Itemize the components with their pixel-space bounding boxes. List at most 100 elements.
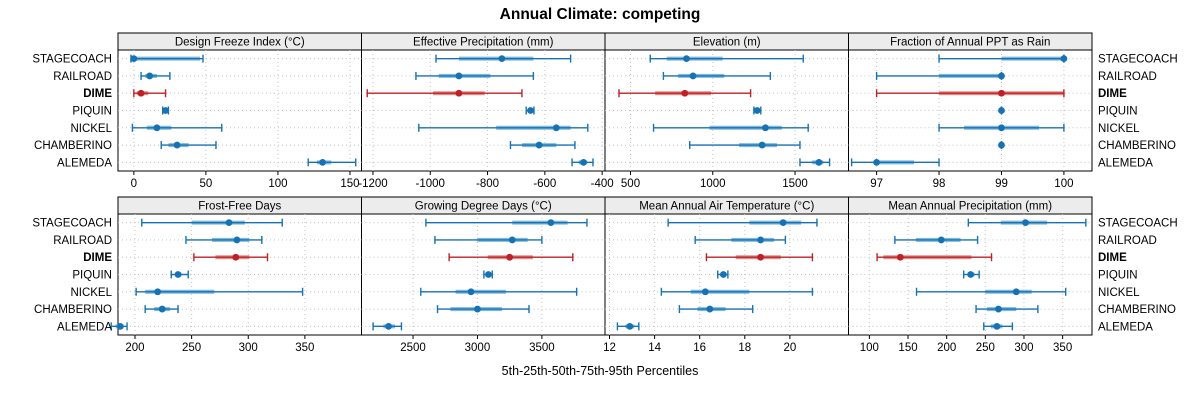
series-chamberino xyxy=(509,141,576,150)
series-nickel xyxy=(915,287,1067,296)
series-dime xyxy=(133,89,167,98)
row-label-right-dime: DIME xyxy=(1098,88,1127,100)
median-dot xyxy=(527,107,534,114)
x-axis: 97 98 99 100 xyxy=(870,171,1073,190)
row-label-left-alemeda: ALEMEDA xyxy=(57,321,112,333)
median-dot xyxy=(967,271,975,278)
axis-tick-label: 3500 xyxy=(529,342,555,354)
axis-tick-label: 50 xyxy=(199,178,212,190)
axis-tick-label: 18 xyxy=(738,342,751,354)
median-dot xyxy=(762,124,769,132)
series-piquin xyxy=(170,270,189,279)
series-railroad xyxy=(662,71,772,80)
row-label-right-stagecoach: STAGECOACH xyxy=(1098,218,1178,230)
row-label-right-alemeda: ALEMEDA xyxy=(1098,157,1153,169)
median-dot xyxy=(998,141,1005,149)
median-dot xyxy=(233,236,241,244)
panel-title: Effective Precipitation (mm) xyxy=(413,37,554,49)
median-dot xyxy=(552,124,560,132)
median-dot xyxy=(547,219,555,227)
row-label-right-dime: DIME xyxy=(1098,252,1127,264)
axis-tick-label: 200 xyxy=(937,342,956,354)
x-axis: 500 1000 1500 xyxy=(621,171,808,190)
series-nickel xyxy=(660,287,814,296)
axis-tick-label: 350 xyxy=(1053,342,1072,354)
median-dot xyxy=(580,158,587,166)
panel-title: Elevation (m) xyxy=(693,37,761,49)
axis-tick-label: 250 xyxy=(976,342,995,354)
median-dot xyxy=(225,219,233,227)
series-stagecoach xyxy=(649,54,804,63)
axis-tick-label: 14 xyxy=(648,342,661,354)
row-label-right-piquin: PIQUIN xyxy=(1098,270,1138,282)
median-dot xyxy=(130,55,138,63)
series-alemeda xyxy=(307,158,357,167)
series-piquin xyxy=(161,106,170,115)
x-axis: 100 150 200 250 300 350 xyxy=(860,335,1072,354)
series-nickel xyxy=(135,287,304,296)
series-alemeda xyxy=(616,322,640,331)
row-label-left-chamberino: CHAMBERINO xyxy=(34,140,112,152)
row-label-left-railroad: RAILROAD xyxy=(53,235,112,247)
median-dot xyxy=(154,288,162,296)
axis-tick-label: 97 xyxy=(870,178,883,190)
axis-tick-label: 350 xyxy=(295,342,314,354)
panel-title: Mean Annual Precipitation (mm) xyxy=(888,201,1052,213)
row-label-right-railroad: RAILROAD xyxy=(1098,235,1157,247)
series-stagecoach xyxy=(141,218,283,227)
median-dot xyxy=(815,158,823,166)
series-piquin xyxy=(717,270,729,279)
panel-title: Frost-Free Days xyxy=(198,201,281,213)
series-nickel xyxy=(418,123,589,132)
axis-tick-label: 98 xyxy=(933,178,946,190)
x-axis: 200 250 300 350 xyxy=(125,335,314,354)
x-axis: -1200 -1000 -800 -600 -400 xyxy=(358,171,614,190)
series-alemeda xyxy=(571,158,594,167)
series-stagecoach xyxy=(667,218,818,227)
series-railroad xyxy=(875,71,1005,80)
row-label-right-nickel: NICKEL xyxy=(1098,287,1140,299)
chart-title: Annual Climate: competing xyxy=(499,6,701,23)
series-railroad xyxy=(185,235,263,244)
series-stagecoach xyxy=(425,218,588,227)
series-chamberino xyxy=(160,141,217,150)
panel-design-freeze-index-c-: Design Freeze Index (°C) 0 50 100 150 xyxy=(117,32,362,190)
panel-frost-free-days: Frost-Free Days 200 250 300 350 xyxy=(110,196,362,354)
series-nickel xyxy=(938,123,1065,132)
x-axis: 12 14 16 18 20 xyxy=(603,335,796,354)
series-nickel xyxy=(420,287,578,296)
axis-tick-label: 100 xyxy=(268,178,287,190)
series-piquin xyxy=(962,270,980,279)
axis-tick-label: 150 xyxy=(340,178,359,190)
series-railroad xyxy=(894,235,979,244)
axis-tick-label: 1500 xyxy=(782,178,808,190)
median-dot xyxy=(535,141,543,149)
gridlines xyxy=(605,214,849,335)
series-stagecoach xyxy=(130,54,204,63)
series-alemeda xyxy=(110,322,128,331)
median-dot xyxy=(173,141,181,149)
series-alemeda xyxy=(372,322,403,331)
row-label-left-chamberino: CHAMBERINO xyxy=(34,304,112,316)
median-dot xyxy=(937,236,945,244)
x-axis: 2500 3000 3500 xyxy=(400,335,555,354)
series-railroad xyxy=(434,235,543,244)
series-chamberino xyxy=(689,141,801,150)
panel-effective-precipitation-mm-: Effective Precipitation (mm) -1200 -1000 -8… xyxy=(358,32,614,190)
axis-tick-label: 2500 xyxy=(400,342,426,354)
axis-tick-label: -600 xyxy=(533,178,556,190)
median-dot xyxy=(993,322,1001,330)
median-dot xyxy=(162,107,169,114)
axis-tick-label: 250 xyxy=(182,342,201,354)
series-chamberino xyxy=(144,305,179,314)
median-dot xyxy=(681,89,689,97)
axis-tick-label: 200 xyxy=(125,342,144,354)
series-chamberino xyxy=(998,141,1005,150)
series-dime xyxy=(876,253,993,262)
series-piquin xyxy=(525,106,535,115)
axis-tick-label: 3000 xyxy=(465,342,491,354)
median-dot xyxy=(508,236,516,244)
series-dime xyxy=(705,253,814,262)
series-dime xyxy=(618,89,752,98)
